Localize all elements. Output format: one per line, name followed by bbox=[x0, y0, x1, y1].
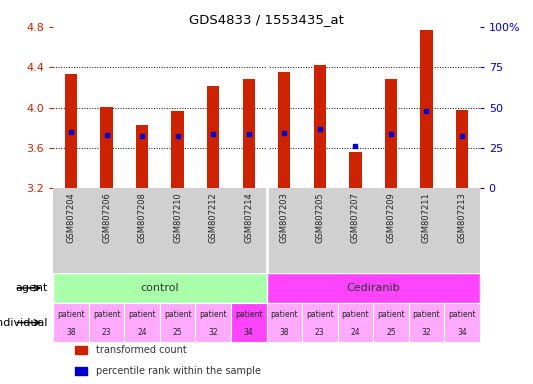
Bar bbox=[75, 346, 87, 354]
Bar bbox=[89, 303, 124, 342]
Bar bbox=[349, 152, 361, 188]
Bar bbox=[266, 273, 480, 303]
Bar bbox=[337, 303, 373, 342]
Bar bbox=[385, 79, 397, 188]
Text: GSM807210: GSM807210 bbox=[173, 192, 182, 243]
Bar bbox=[100, 106, 113, 188]
Text: patient: patient bbox=[128, 310, 156, 319]
Text: patient: patient bbox=[342, 310, 369, 319]
Text: individual: individual bbox=[0, 318, 48, 328]
Text: GSM807211: GSM807211 bbox=[422, 192, 431, 243]
Text: GSM807204: GSM807204 bbox=[67, 192, 76, 243]
Text: 23: 23 bbox=[102, 328, 111, 337]
Bar bbox=[444, 303, 480, 342]
Text: patient: patient bbox=[306, 310, 334, 319]
Text: patient: patient bbox=[199, 310, 227, 319]
Text: GSM807212: GSM807212 bbox=[209, 192, 217, 243]
Bar bbox=[313, 65, 326, 188]
Text: Cediranib: Cediranib bbox=[346, 283, 400, 293]
Bar bbox=[196, 303, 231, 342]
Text: 34: 34 bbox=[457, 328, 467, 337]
Text: percentile rank within the sample: percentile rank within the sample bbox=[96, 366, 261, 376]
Text: patient: patient bbox=[270, 310, 298, 319]
Text: GSM807207: GSM807207 bbox=[351, 192, 360, 243]
Text: patient: patient bbox=[164, 310, 191, 319]
Text: patient: patient bbox=[235, 310, 263, 319]
Bar bbox=[266, 303, 302, 342]
Text: 24: 24 bbox=[138, 328, 147, 337]
Text: 25: 25 bbox=[386, 328, 395, 337]
Text: agent: agent bbox=[15, 283, 48, 293]
Bar bbox=[65, 74, 77, 188]
Text: 38: 38 bbox=[66, 328, 76, 337]
Text: GSM807214: GSM807214 bbox=[244, 192, 253, 243]
Text: 34: 34 bbox=[244, 328, 254, 337]
Text: 25: 25 bbox=[173, 328, 182, 337]
Text: 38: 38 bbox=[279, 328, 289, 337]
Text: GSM807213: GSM807213 bbox=[457, 192, 466, 243]
Text: patient: patient bbox=[57, 310, 85, 319]
Bar bbox=[75, 367, 87, 375]
Bar bbox=[243, 79, 255, 188]
Text: GSM807208: GSM807208 bbox=[138, 192, 147, 243]
Bar bbox=[172, 111, 184, 188]
Text: GSM807206: GSM807206 bbox=[102, 192, 111, 243]
Bar bbox=[160, 303, 196, 342]
Title: GDS4833 / 1553435_at: GDS4833 / 1553435_at bbox=[189, 13, 344, 26]
Bar bbox=[420, 30, 433, 188]
Text: 32: 32 bbox=[208, 328, 218, 337]
Bar bbox=[409, 303, 444, 342]
Text: 23: 23 bbox=[315, 328, 325, 337]
Text: GSM807205: GSM807205 bbox=[316, 192, 324, 243]
Bar bbox=[53, 273, 266, 303]
Bar bbox=[136, 125, 148, 188]
Text: patient: patient bbox=[377, 310, 405, 319]
Text: patient: patient bbox=[413, 310, 440, 319]
Bar bbox=[207, 86, 220, 188]
Text: patient: patient bbox=[448, 310, 476, 319]
Text: transformed count: transformed count bbox=[96, 345, 187, 355]
Text: GSM807203: GSM807203 bbox=[280, 192, 289, 243]
Text: 32: 32 bbox=[422, 328, 431, 337]
Bar bbox=[53, 303, 89, 342]
Bar bbox=[231, 303, 266, 342]
Text: 24: 24 bbox=[351, 328, 360, 337]
Text: GSM807209: GSM807209 bbox=[386, 192, 395, 243]
Bar bbox=[302, 303, 337, 342]
Text: patient: patient bbox=[93, 310, 120, 319]
Bar bbox=[278, 72, 290, 188]
Bar bbox=[456, 109, 468, 188]
Text: control: control bbox=[141, 283, 179, 293]
Bar bbox=[124, 303, 160, 342]
Bar bbox=[373, 303, 409, 342]
